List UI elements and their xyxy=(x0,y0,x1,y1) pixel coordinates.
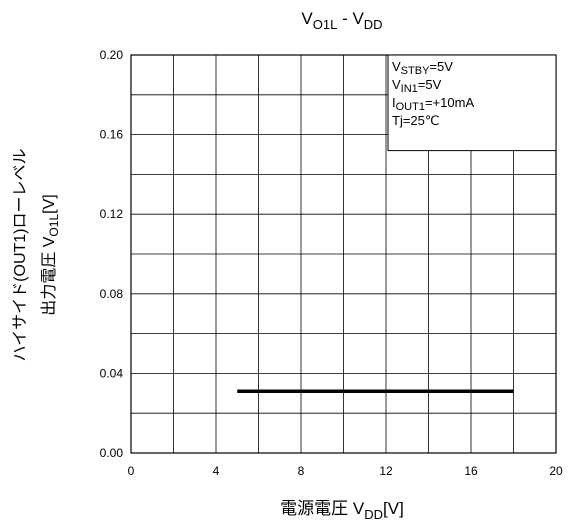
y-tick-label: 0.12 xyxy=(100,207,124,221)
plot-frame xyxy=(130,54,557,454)
title-main: V xyxy=(301,9,313,28)
x-tick-label: 4 xyxy=(213,464,220,478)
condition-line: Tj=25℃ xyxy=(392,113,439,128)
y-tick-label: 0.16 xyxy=(100,128,124,142)
x-tick-label: 20 xyxy=(549,464,563,478)
title-sub2: DD xyxy=(364,17,383,32)
x-axis-label: 電源電圧 VDD[V] xyxy=(280,499,404,522)
condition-line: VIN1=5V xyxy=(392,77,442,95)
y-axis-label-line1: ハイサイド(OUT1)ローレベル xyxy=(12,148,29,361)
xlabel-sub: DD xyxy=(364,507,383,522)
y-tick-label: 0.00 xyxy=(100,446,124,460)
x-tick-label: 0 xyxy=(128,464,135,478)
xlabel-pre: 電源電圧 V xyxy=(280,499,365,518)
title-mid: - V xyxy=(337,9,364,28)
conditions-box-frame xyxy=(387,54,557,152)
plot-grid xyxy=(130,54,557,454)
x-tick-label: 16 xyxy=(464,464,478,478)
x-tick-label: 12 xyxy=(379,464,393,478)
ylabel-pre: 出力電圧 V xyxy=(40,236,58,315)
x-tick-label: 8 xyxy=(298,464,305,478)
y-tick-label: 0.08 xyxy=(100,287,124,301)
tick-labels: 0 4 8 12 16 20 0.00 0.04 0.08 0.12 0.16 0.20 xyxy=(100,48,563,478)
chart-title: VO1L - VDD xyxy=(301,9,382,32)
xlabel-post: [V] xyxy=(383,499,404,518)
title-sub1: O1L xyxy=(313,17,338,32)
condition-line: IOUT1=+10mA xyxy=(392,95,474,113)
ylabel-sub: O1L xyxy=(47,214,61,237)
y-tick-label: 0.20 xyxy=(100,48,124,62)
y-axis-label-line2: 出力電圧 VO1L[V] xyxy=(40,194,61,315)
y-tick-label: 0.04 xyxy=(100,366,124,380)
ylabel-post: [V] xyxy=(41,194,58,214)
condition-line: VSTBY=5V xyxy=(392,59,453,77)
